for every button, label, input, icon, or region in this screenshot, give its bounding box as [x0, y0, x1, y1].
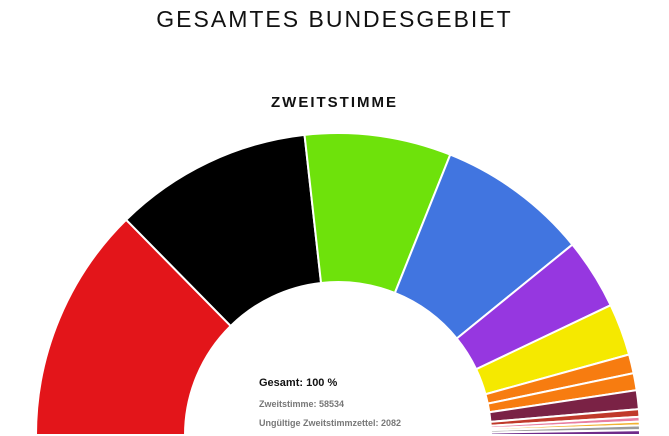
chart-slice-14[interactable]	[489, 429, 642, 436]
chart-summary: Gesamt: 100 % Zweitstimme: 58534 Ungülti…	[259, 377, 459, 436]
chart-slices	[34, 132, 642, 436]
total-percentage: Gesamt: 100 %	[259, 377, 338, 389]
invalid-ballots-count: Ungültige Zweitstimmzettel: 2082	[259, 418, 402, 428]
zweitstimme-count: Zweitstimme: 58534	[259, 399, 345, 409]
chart-slice-1[interactable]	[34, 218, 233, 436]
page-title: GESAMTES BUNDESGEBIET	[156, 6, 513, 32]
chart-title: ZWEITSTIMME	[271, 94, 398, 111]
